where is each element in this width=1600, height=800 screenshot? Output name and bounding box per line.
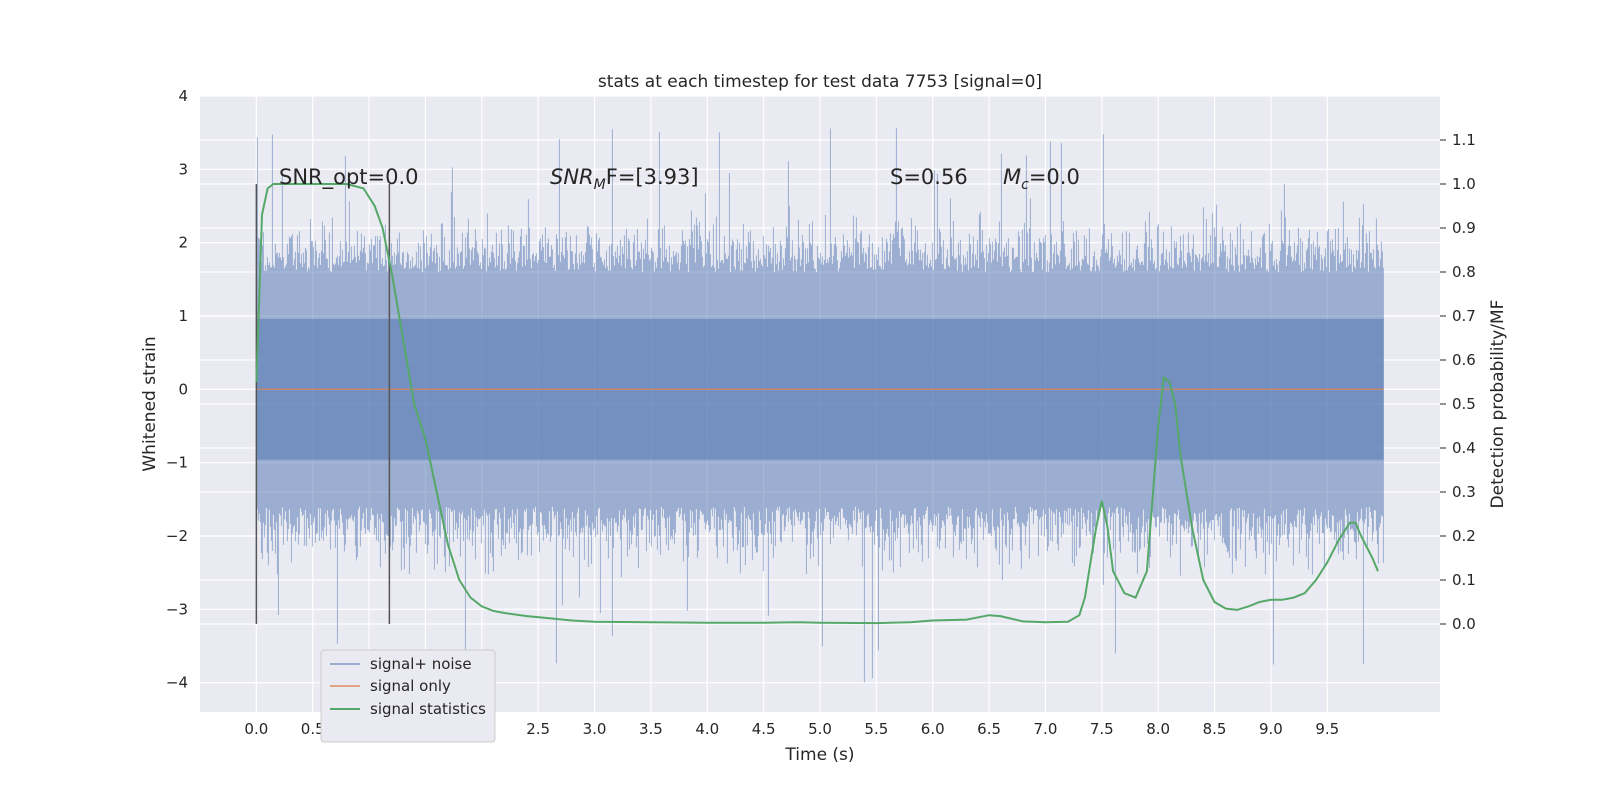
y-right-tick-label: 0.9 <box>1452 219 1476 237</box>
x-tick-label: 8.5 <box>1203 720 1227 738</box>
x-tick-label: 9.5 <box>1315 720 1339 738</box>
y-right-tick-label: 1.1 <box>1452 131 1476 149</box>
series-signal-statistics <box>255 183 1379 625</box>
annotation-mc-suffix: =0.0 <box>1029 165 1080 189</box>
y-tick-label: 1 <box>178 307 188 325</box>
annotation-snr-mf-suffix: F=[3.93] <box>606 165 699 189</box>
y-tick-label: 0 <box>178 380 188 398</box>
y-right-tick-label: 0.5 <box>1452 395 1476 413</box>
annotation-mc-main: M <box>1003 165 1021 189</box>
legend-label-signal-only: signal only <box>370 677 451 695</box>
x-tick-label: 0.0 <box>244 720 268 738</box>
annotation-mc: Mc=0.0 <box>1003 165 1080 193</box>
x-tick-label: 3.5 <box>639 720 663 738</box>
x-axis-label: Time (s) <box>784 745 854 765</box>
y-right-tick-label: 1.0 <box>1452 175 1476 193</box>
y-right-tick-label: 0.2 <box>1452 527 1476 545</box>
x-tick-label: 7.0 <box>1034 720 1058 738</box>
y-tick-label: −1 <box>166 454 188 472</box>
y-right-tick-label: 0.6 <box>1452 351 1476 369</box>
annotation-s-stat: S=0.56 <box>890 165 968 189</box>
y-right-tick-label: 0.0 <box>1452 615 1476 633</box>
x-tick-label: 3.0 <box>583 720 607 738</box>
x-tick-label: 6.0 <box>921 720 945 738</box>
x-tick-label: 5.5 <box>864 720 888 738</box>
y-tick-label: 4 <box>178 87 188 105</box>
y-tick-label: −3 <box>166 600 188 618</box>
annotation-snr-mf-sub: M <box>594 177 606 193</box>
x-tick-label: 8.0 <box>1146 720 1170 738</box>
y-right-tick-label: 0.4 <box>1452 439 1476 457</box>
signal-statistics-line <box>255 183 1379 625</box>
legend-label-signal-noise: signal+ noise <box>370 655 472 673</box>
y-right-tick-label: 0.8 <box>1452 263 1476 281</box>
legend-label-signal-statistics: signal statistics <box>370 700 486 718</box>
y-right-tick-label: 0.7 <box>1452 307 1476 325</box>
legend: signal+ noise signal only signal statist… <box>320 649 496 743</box>
x-tick-label: 5.0 <box>808 720 832 738</box>
x-tick-label: 7.5 <box>1090 720 1114 738</box>
x-tick-label: 2.5 <box>526 720 550 738</box>
chart-title: stats at each timestep for test data 775… <box>598 72 1042 92</box>
y-tick-label: 2 <box>178 234 188 252</box>
y-axis-label: Whitened strain <box>140 336 160 471</box>
x-tick-label: 6.5 <box>977 720 1001 738</box>
legend-box <box>320 649 496 743</box>
y-right-tick-labels: 1.1 1.0 0.9 0.8 0.7 0.6 0.5 0.4 0.3 0.2 0.1 0.0 <box>1440 131 1476 633</box>
annotation-mc-sub: c <box>1021 177 1029 193</box>
annotation-snr-mf: SNRMF=[3.93] <box>550 165 699 193</box>
y-right-tick-label: 0.3 <box>1452 483 1476 501</box>
y-right-axis-label: Detection probability/MF <box>1488 300 1508 509</box>
y-right-tick-label: 0.1 <box>1452 571 1476 589</box>
y-tick-label: 3 <box>178 160 188 178</box>
x-tick-label: 0.5 <box>301 720 325 738</box>
x-tick-label: 4.5 <box>752 720 776 738</box>
annotation-snr-mf-main: SNR <box>550 165 594 189</box>
y-tick-label: −4 <box>166 674 188 692</box>
y-tick-label: −2 <box>166 527 188 545</box>
x-tick-label: 4.0 <box>695 720 719 738</box>
x-tick-label: 9.0 <box>1259 720 1283 738</box>
annotation-snr-opt: SNR_opt=0.0 <box>279 165 419 190</box>
y-tick-labels: 4 3 2 1 0 −1 −2 −3 −4 <box>166 87 188 692</box>
